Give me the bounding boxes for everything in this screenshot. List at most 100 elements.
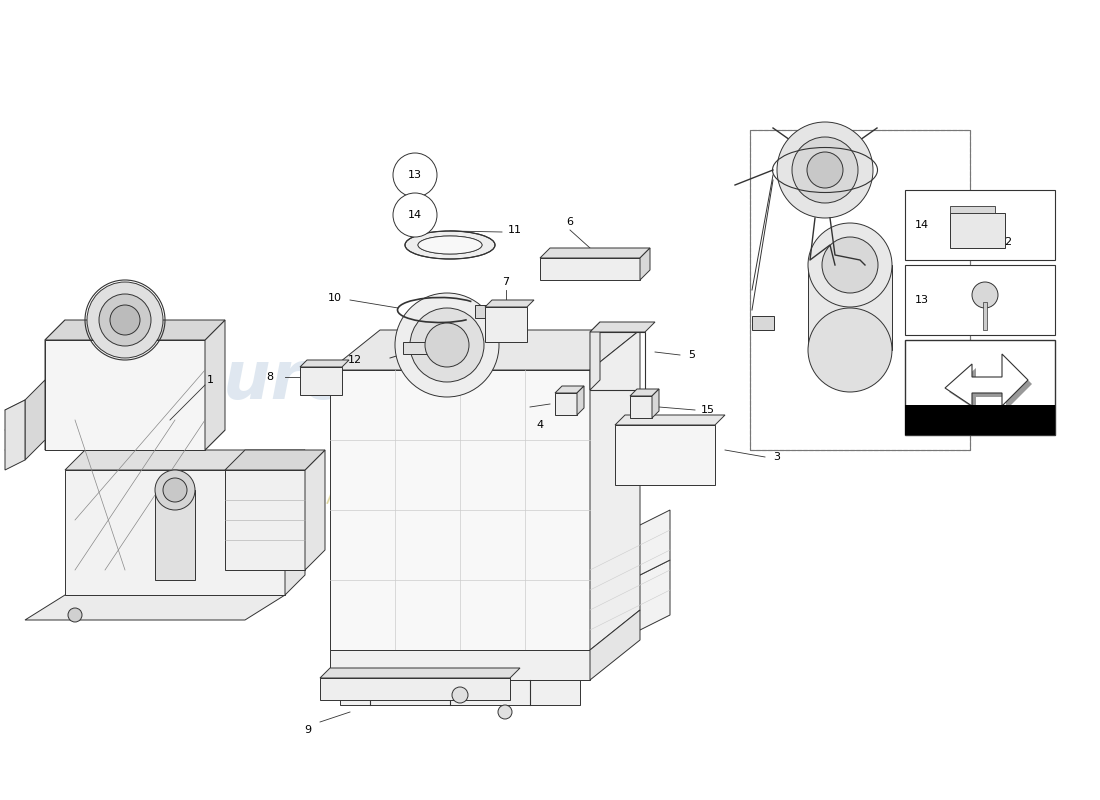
- Polygon shape: [300, 360, 349, 367]
- Polygon shape: [590, 330, 640, 650]
- Polygon shape: [485, 307, 527, 342]
- Circle shape: [425, 323, 469, 367]
- Circle shape: [99, 294, 151, 346]
- Bar: [905, 340, 1055, 435]
- Text: 4: 4: [537, 420, 543, 430]
- Circle shape: [393, 153, 437, 197]
- Circle shape: [808, 308, 892, 392]
- Circle shape: [498, 705, 512, 719]
- Polygon shape: [45, 340, 205, 450]
- Circle shape: [808, 223, 892, 307]
- Text: Parts: Parts: [350, 347, 544, 413]
- Polygon shape: [45, 320, 225, 340]
- Polygon shape: [6, 400, 25, 470]
- Circle shape: [393, 193, 437, 237]
- Polygon shape: [540, 258, 640, 280]
- Polygon shape: [340, 680, 580, 705]
- Polygon shape: [578, 386, 584, 415]
- Text: 8: 8: [266, 372, 274, 382]
- Polygon shape: [590, 510, 670, 600]
- Circle shape: [155, 470, 195, 510]
- Circle shape: [452, 687, 468, 703]
- Bar: [403, 342, 428, 354]
- Polygon shape: [615, 415, 725, 425]
- Polygon shape: [590, 560, 670, 655]
- Text: 14: 14: [408, 210, 422, 220]
- Polygon shape: [652, 389, 659, 418]
- Text: euro: euro: [178, 347, 350, 413]
- Bar: [750, 130, 970, 450]
- Polygon shape: [945, 354, 1028, 406]
- Polygon shape: [330, 650, 590, 680]
- Polygon shape: [65, 450, 305, 470]
- Text: 201 02: 201 02: [956, 414, 1004, 426]
- Text: 2: 2: [1004, 237, 1012, 247]
- Text: 7: 7: [503, 277, 509, 287]
- Polygon shape: [155, 490, 195, 580]
- Text: 3: 3: [773, 452, 781, 462]
- Polygon shape: [45, 430, 225, 450]
- Polygon shape: [630, 389, 659, 396]
- Polygon shape: [226, 450, 324, 470]
- Circle shape: [807, 152, 843, 188]
- Circle shape: [410, 308, 484, 382]
- Polygon shape: [950, 213, 1005, 248]
- Text: 15: 15: [701, 405, 715, 415]
- Text: 6: 6: [566, 217, 573, 227]
- Circle shape: [972, 282, 998, 308]
- Text: a passion for parts since 1985: a passion for parts since 1985: [309, 482, 591, 558]
- Text: 9: 9: [305, 725, 311, 735]
- Polygon shape: [300, 367, 342, 395]
- Polygon shape: [25, 595, 285, 620]
- Polygon shape: [226, 470, 305, 570]
- Text: 10: 10: [328, 293, 342, 303]
- Polygon shape: [556, 393, 578, 415]
- Polygon shape: [590, 322, 654, 332]
- Polygon shape: [320, 678, 510, 700]
- Circle shape: [395, 293, 499, 397]
- Circle shape: [87, 282, 163, 358]
- Bar: [983, 302, 987, 330]
- Polygon shape: [950, 206, 996, 213]
- Circle shape: [110, 305, 140, 335]
- Polygon shape: [305, 450, 324, 570]
- Text: 13: 13: [915, 295, 930, 305]
- Polygon shape: [615, 425, 715, 485]
- Polygon shape: [45, 320, 65, 450]
- Polygon shape: [485, 300, 534, 307]
- Circle shape: [163, 478, 187, 502]
- Ellipse shape: [418, 236, 482, 254]
- Bar: [752, 316, 774, 330]
- Polygon shape: [475, 305, 492, 318]
- Circle shape: [822, 237, 878, 293]
- Circle shape: [777, 122, 873, 218]
- Circle shape: [792, 137, 858, 203]
- Text: 14: 14: [915, 220, 930, 230]
- Bar: [905, 265, 1055, 335]
- Polygon shape: [65, 470, 285, 595]
- Polygon shape: [640, 248, 650, 280]
- Text: 12: 12: [348, 355, 362, 365]
- Polygon shape: [205, 320, 225, 450]
- Polygon shape: [630, 396, 652, 418]
- Polygon shape: [556, 386, 584, 393]
- Bar: [905, 190, 1055, 260]
- Text: 13: 13: [408, 170, 422, 180]
- Ellipse shape: [405, 231, 495, 259]
- Text: 5: 5: [689, 350, 695, 360]
- Text: 1: 1: [207, 375, 213, 385]
- Polygon shape: [330, 330, 640, 370]
- Circle shape: [68, 608, 82, 622]
- Polygon shape: [320, 668, 520, 678]
- Text: 11: 11: [508, 225, 522, 235]
- Polygon shape: [285, 450, 305, 595]
- Polygon shape: [808, 265, 892, 350]
- Polygon shape: [330, 370, 590, 650]
- Polygon shape: [949, 358, 1032, 410]
- Bar: [905, 405, 1055, 435]
- Polygon shape: [540, 248, 650, 258]
- Bar: [750, 130, 970, 450]
- Polygon shape: [25, 380, 45, 460]
- Polygon shape: [590, 322, 600, 390]
- Polygon shape: [590, 610, 640, 680]
